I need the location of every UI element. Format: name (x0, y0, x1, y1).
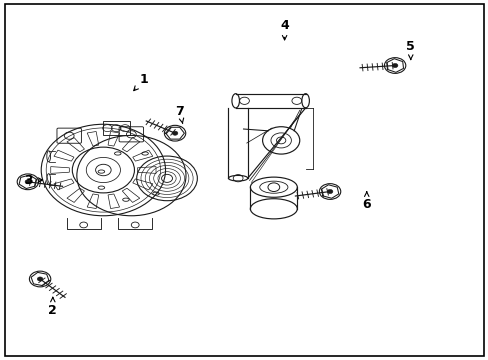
Text: 6: 6 (362, 192, 370, 211)
Text: 1: 1 (134, 73, 148, 91)
Circle shape (37, 277, 43, 281)
Circle shape (391, 63, 397, 68)
Bar (103, 121, 129, 135)
Text: 2: 2 (48, 297, 57, 317)
Text: 4: 4 (280, 19, 288, 40)
Circle shape (25, 180, 31, 184)
Text: 5: 5 (406, 40, 414, 59)
Text: 3: 3 (24, 174, 42, 186)
Circle shape (172, 131, 178, 135)
Circle shape (326, 189, 332, 194)
Text: 7: 7 (175, 105, 184, 123)
